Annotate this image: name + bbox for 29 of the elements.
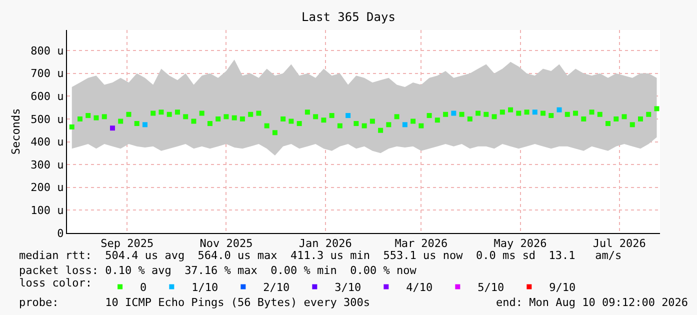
legend-label: 3/10: [334, 281, 362, 294]
legend-title: loss color:: [19, 276, 92, 290]
x-tick-label: Jul 2026: [592, 237, 646, 250]
text: end: Mon Aug 10 09:12:00 2026: [496, 296, 688, 309]
x-tick-label: Sep 2025: [100, 237, 154, 250]
text: median rtt: 504.4 us avg 564.0 us max 411.3 us min 553.1 us now 0.0 ms sd 13.1 am/s: [19, 249, 622, 262]
y-axis-title: Seconds: [9, 108, 22, 155]
x-tick-label: Mar 2026: [394, 237, 448, 250]
x-tick-label: May 2026: [494, 237, 547, 250]
x-tick-label: Nov 2025: [200, 237, 253, 250]
legend-label: 1/10: [192, 281, 218, 294]
y-tick-label: 700 u: [30, 67, 64, 80]
legend-label: 4/10: [406, 281, 433, 294]
legend-label: 9/10: [549, 281, 576, 294]
legend-label: 2/10: [263, 281, 290, 294]
y-tick-label: 600 u: [30, 90, 64, 103]
y-tick-label: 300 u: [30, 158, 64, 172]
y-tick-label: 800 u: [30, 44, 64, 58]
y-tick-label: 500 u: [30, 112, 64, 126]
text: packet loss: 0.10 % avg 37.16 % max 0.00 % min 0.00 % now: [19, 264, 417, 277]
y-tick-label: 0: [57, 226, 64, 240]
text: probe: 10 ICMP Echo Pings (56 Bytes) every 300s: [19, 296, 370, 309]
y-tick-label: 400 u: [30, 136, 64, 149]
chart-title: Last 365 Days: [302, 10, 396, 24]
y-tick-label: 200 u: [30, 181, 64, 194]
legend-label: 0: [140, 281, 147, 294]
legend-label: 5/10: [478, 281, 504, 294]
y-tick-label: 100 u: [30, 204, 64, 218]
x-tick-label: Jan 2026: [298, 237, 352, 250]
